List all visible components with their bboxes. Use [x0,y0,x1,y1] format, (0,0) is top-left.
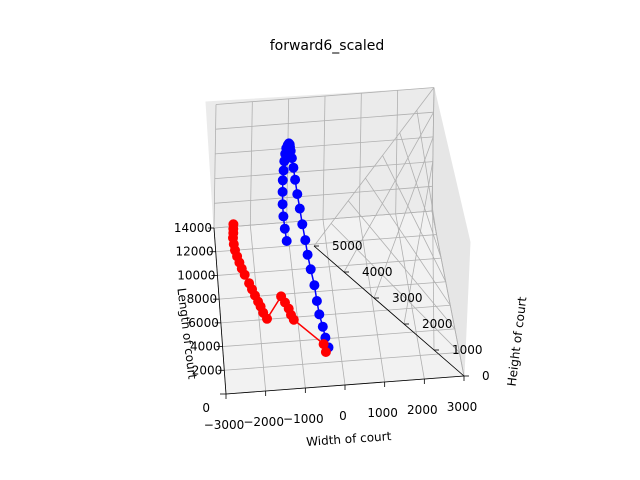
pane-back-left [205,87,435,229]
z-axis-line [313,245,465,377]
series-1-point [277,175,288,186]
z-tick-label: 2000 [422,317,453,331]
grid-line-backwall-z [215,136,434,155]
grid-line-floor-x [286,222,306,389]
series-1-point [288,162,299,173]
series-1-point [278,211,289,222]
y-tick-label: 8000 [187,292,218,306]
series-1-point [277,199,288,210]
x-tick-label: −3000 [204,418,245,432]
grid-line-floor-y [220,304,451,324]
x-tick-label: 1000 [367,406,398,420]
series-1-point [277,186,288,197]
series-1-point [281,236,292,246]
series-1-point [305,264,316,275]
series-1-point [309,280,320,291]
x-tick-label: 2000 [407,403,438,417]
grid-line-floor-y [215,234,437,253]
x-axis-label: Width of court [306,429,392,449]
y-tick-label: 12000 [176,245,214,259]
series-1-point [279,223,290,234]
grid-line-backwall-z [215,111,434,130]
z-tick-label: 0 [482,369,490,383]
grid-line-backwall-x [395,90,399,214]
series-2-point [276,291,287,302]
chart-title: forward6_scaled [270,38,385,54]
x-tick-label: −1000 [283,412,324,426]
grid-line-backwall-x [322,95,326,220]
y-tick-label: 10000 [177,268,215,282]
series-2-point [244,278,255,289]
series-1-point [302,249,313,260]
grid-line-sidewall-z [432,186,435,351]
series-1-point [292,189,303,200]
x-tick-label: −2000 [243,415,284,429]
grid-line-sidewall-z [313,87,435,247]
series-1-point [294,203,305,214]
grid-line-sidewall-y [416,110,437,235]
data-layer [228,138,334,357]
series-1-point [297,219,308,230]
series-2-point [318,339,329,350]
grid-line-sidewall-z [343,112,434,273]
grid-line-backwall-z [214,185,433,204]
grid-line-sidewall-y [399,132,442,259]
z-tick-label: 3000 [392,291,423,305]
grid-line-floor-x [395,213,425,380]
series-2-point [228,219,239,230]
y-tick-label: 6000 [188,316,219,330]
z-tick-label: 1000 [452,343,483,357]
grid-line-floor-y [222,328,455,347]
grid-line-floor-x [322,219,346,386]
y-tick-label: 4000 [190,340,221,354]
grid-line-floor-y [224,352,460,371]
z-tick-label: 5000 [332,239,363,253]
grid-line-sidewall-y [347,200,456,330]
x-tick-label: 3000 [447,400,478,414]
series-1-point [279,156,290,167]
grid-line-backwall-x [249,101,253,226]
series-1-point [300,235,311,246]
y-tick-label: 0 [202,401,210,415]
grid-line-sidewall-z [431,210,465,377]
axes-layer [208,227,469,399]
z-axis-label: Height of court [505,296,530,387]
z-tick-label: 4000 [362,265,393,279]
grid-line-sidewall-z [403,161,434,325]
y-axis-line [213,227,227,395]
tick-labels-layer: 3000200010000−1000−2000−3000020004000600… [174,221,490,432]
series-1-point [278,165,289,176]
grid-line-backwall-z [214,161,433,179]
grid-line-floor-x [358,216,386,383]
grid-line-sidewall-y [365,177,451,306]
y-tick-label: 2000 [192,363,223,377]
grid-line-sidewall-y [330,223,460,353]
y-tick-label: 14000 [174,221,212,235]
grid-line-backwall-x [358,93,362,217]
grid-line-floor-y [217,257,442,276]
grid-line-sidewall-z [373,136,434,299]
grid-line-backwall-x [213,104,217,229]
grid-line-backwall-z [215,87,435,105]
series-1-point [314,309,325,320]
series-1-point [317,321,328,332]
grid-line-sidewall-y [382,155,447,282]
grid-line-backwall-z [213,210,433,229]
series-1-point [290,174,301,185]
x-tick-label: 0 [339,409,347,423]
series-1-point [311,296,322,306]
